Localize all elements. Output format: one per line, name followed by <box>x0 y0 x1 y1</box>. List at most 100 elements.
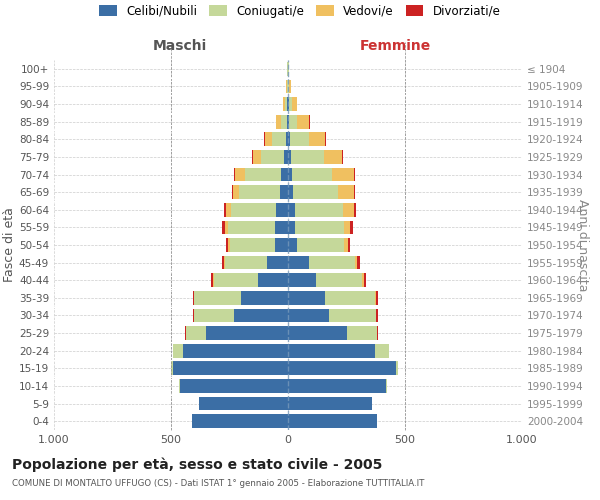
Bar <box>284 150 288 164</box>
Bar <box>288 97 289 111</box>
Bar <box>223 220 225 234</box>
Bar <box>353 186 355 199</box>
Bar <box>194 291 241 304</box>
Bar <box>213 274 214 287</box>
Bar <box>232 186 233 199</box>
Bar <box>281 168 288 181</box>
Bar <box>288 414 377 428</box>
Text: Maschi: Maschi <box>153 38 208 52</box>
Bar <box>288 291 325 304</box>
Bar <box>179 379 181 393</box>
Bar <box>289 80 290 94</box>
Bar <box>173 344 182 358</box>
Bar <box>235 168 245 181</box>
Bar <box>308 132 325 146</box>
Bar <box>288 344 374 358</box>
Bar <box>239 186 280 199</box>
Bar <box>342 150 343 164</box>
Bar <box>316 274 362 287</box>
Bar <box>289 115 298 128</box>
Bar <box>214 274 257 287</box>
Bar <box>343 203 353 216</box>
Bar <box>290 132 308 146</box>
Bar <box>292 168 332 181</box>
Bar <box>277 203 288 216</box>
Bar <box>332 168 353 181</box>
Bar <box>288 326 347 340</box>
Bar <box>350 220 353 234</box>
Bar <box>295 203 343 216</box>
Bar <box>357 256 360 270</box>
Bar <box>289 97 292 111</box>
Text: Popolazione per età, sesso e stato civile - 2005: Popolazione per età, sesso e stato civil… <box>12 458 382 472</box>
Bar <box>194 308 234 322</box>
Bar <box>355 256 357 270</box>
Bar <box>206 326 288 340</box>
Bar <box>344 220 350 234</box>
Bar <box>298 238 344 252</box>
Bar <box>275 220 288 234</box>
Bar <box>288 186 293 199</box>
Bar <box>181 379 288 393</box>
Bar <box>288 379 386 393</box>
Bar <box>199 396 288 410</box>
Bar <box>171 362 173 375</box>
Bar <box>257 274 288 287</box>
Bar <box>224 256 225 270</box>
Bar <box>288 362 395 375</box>
Bar <box>353 203 356 216</box>
Y-axis label: Anni di nascita: Anni di nascita <box>576 198 589 291</box>
Bar <box>288 150 291 164</box>
Bar <box>374 344 389 358</box>
Bar <box>288 168 292 181</box>
Bar <box>287 115 288 128</box>
Bar <box>286 132 288 146</box>
Bar <box>288 132 290 146</box>
Bar <box>225 220 229 234</box>
Bar <box>182 344 288 358</box>
Bar <box>298 115 309 128</box>
Bar <box>374 291 376 304</box>
Bar <box>291 150 323 164</box>
Bar <box>222 256 224 270</box>
Bar <box>344 238 347 252</box>
Bar <box>193 291 194 304</box>
Bar <box>295 220 344 234</box>
Bar <box>229 220 275 234</box>
Bar <box>277 115 281 128</box>
Bar <box>288 274 316 287</box>
Bar <box>347 238 350 252</box>
Bar <box>283 97 285 111</box>
Bar <box>173 362 288 375</box>
Bar <box>281 115 287 128</box>
Y-axis label: Fasce di età: Fasce di età <box>3 208 16 282</box>
Bar <box>376 308 377 322</box>
Bar <box>193 308 194 322</box>
Bar <box>224 203 226 216</box>
Bar <box>252 150 253 164</box>
Bar <box>395 362 398 375</box>
Bar <box>288 203 295 216</box>
Bar <box>245 168 281 181</box>
Bar <box>265 132 272 146</box>
Text: Femmine: Femmine <box>360 38 431 52</box>
Bar <box>233 186 239 199</box>
Bar <box>325 132 326 146</box>
Bar <box>192 414 288 428</box>
Bar <box>325 291 374 304</box>
Bar <box>288 396 372 410</box>
Bar <box>286 80 287 94</box>
Bar <box>386 379 388 393</box>
Bar <box>234 168 235 181</box>
Bar <box>186 326 206 340</box>
Bar <box>288 220 295 234</box>
Bar <box>230 203 277 216</box>
Bar <box>353 168 355 181</box>
Bar <box>241 291 288 304</box>
Bar <box>362 274 364 287</box>
Bar <box>229 238 275 252</box>
Bar <box>288 115 289 128</box>
Bar <box>275 238 288 252</box>
Bar <box>347 326 377 340</box>
Bar <box>261 150 284 164</box>
